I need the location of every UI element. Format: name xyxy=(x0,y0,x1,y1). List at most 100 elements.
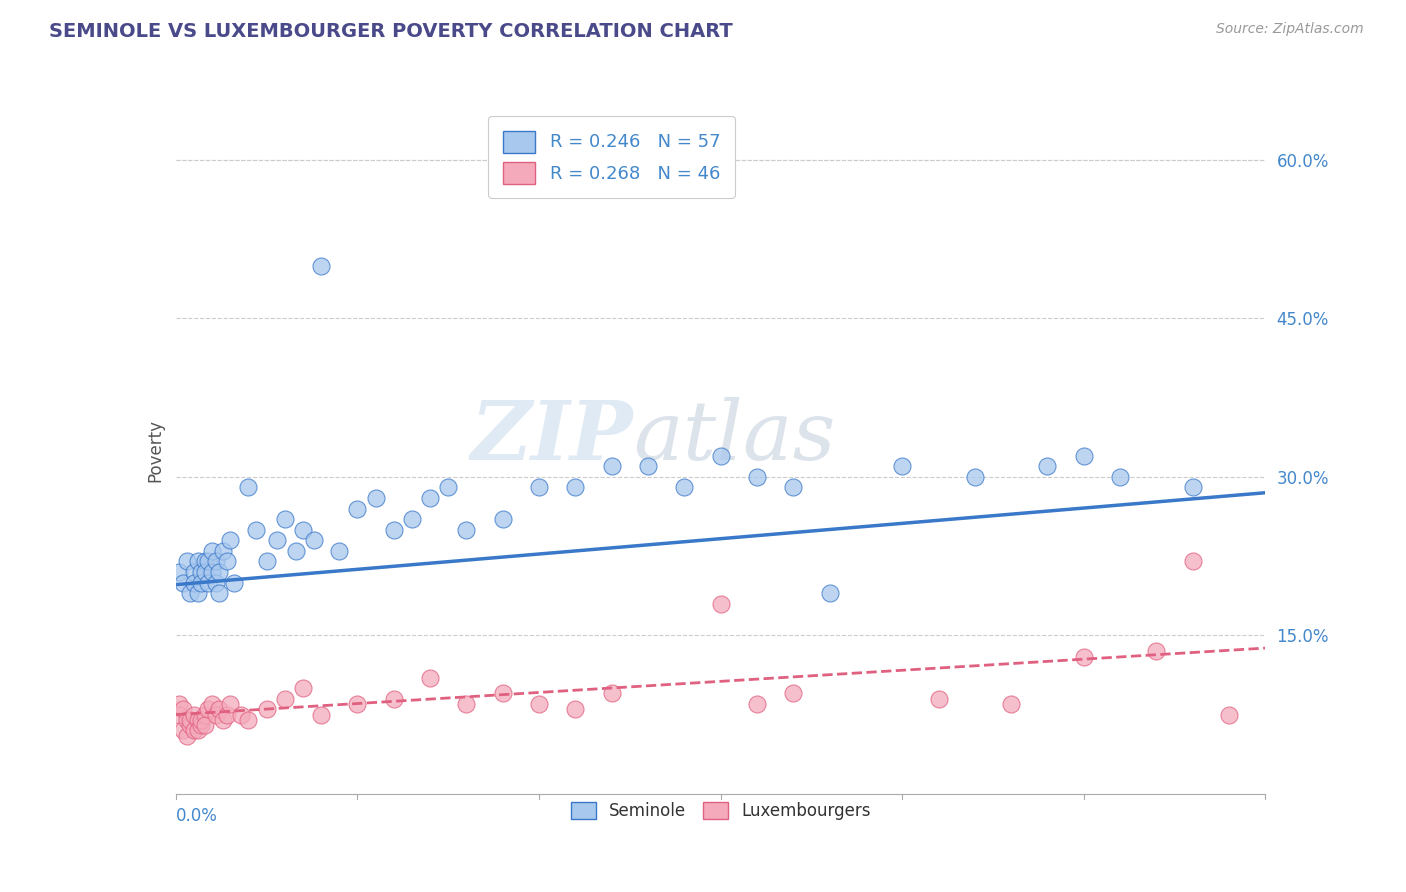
Point xyxy=(194,565,217,579)
Point xyxy=(419,491,441,505)
Text: ZIP: ZIP xyxy=(471,397,633,476)
Point xyxy=(1073,449,1095,463)
Point xyxy=(197,702,219,716)
Point xyxy=(745,470,768,484)
Point xyxy=(492,686,515,700)
Point xyxy=(291,681,314,696)
Point xyxy=(419,671,441,685)
Point xyxy=(1073,649,1095,664)
Point xyxy=(190,575,212,590)
Point xyxy=(238,480,260,494)
Point xyxy=(673,480,696,494)
Text: atlas: atlas xyxy=(633,397,835,476)
Point xyxy=(456,523,478,537)
Point xyxy=(204,575,226,590)
Point xyxy=(1181,480,1204,494)
Point xyxy=(186,554,209,568)
Point xyxy=(266,533,288,548)
Point xyxy=(169,707,191,722)
Point xyxy=(190,565,212,579)
Point xyxy=(194,554,217,568)
Point xyxy=(183,707,205,722)
Point xyxy=(201,697,224,711)
Point xyxy=(204,554,226,568)
Point xyxy=(215,707,238,722)
Point xyxy=(186,586,209,600)
Text: SEMINOLE VS LUXEMBOURGER POVERTY CORRELATION CHART: SEMINOLE VS LUXEMBOURGER POVERTY CORRELA… xyxy=(49,22,733,41)
Y-axis label: Poverty: Poverty xyxy=(146,419,165,482)
Point xyxy=(186,713,209,727)
Point xyxy=(172,723,194,738)
Point xyxy=(215,554,238,568)
Point xyxy=(328,544,350,558)
Point xyxy=(245,523,267,537)
Point xyxy=(212,713,235,727)
Point xyxy=(346,501,368,516)
Point xyxy=(818,586,841,600)
Text: Source: ZipAtlas.com: Source: ZipAtlas.com xyxy=(1216,22,1364,37)
Point xyxy=(782,480,804,494)
Point xyxy=(219,533,242,548)
Point xyxy=(238,713,260,727)
Point xyxy=(179,718,201,732)
Point xyxy=(176,729,198,743)
Point xyxy=(309,259,332,273)
Point xyxy=(274,691,297,706)
Point xyxy=(231,707,253,722)
Point xyxy=(302,533,325,548)
Point xyxy=(256,702,278,716)
Point xyxy=(197,554,219,568)
Point xyxy=(172,702,194,716)
Point xyxy=(176,713,198,727)
Point xyxy=(179,586,201,600)
Point xyxy=(201,565,224,579)
Point xyxy=(382,691,405,706)
Point xyxy=(274,512,297,526)
Point xyxy=(382,523,405,537)
Point xyxy=(1000,697,1022,711)
Point xyxy=(401,512,423,526)
Point xyxy=(527,697,550,711)
Point xyxy=(169,697,191,711)
Point xyxy=(219,697,242,711)
Point xyxy=(208,565,231,579)
Point xyxy=(183,565,205,579)
Point xyxy=(437,480,460,494)
Point xyxy=(637,459,659,474)
Point xyxy=(1109,470,1132,484)
Point xyxy=(891,459,914,474)
Point xyxy=(1146,644,1168,658)
Text: 0.0%: 0.0% xyxy=(176,807,218,825)
Point xyxy=(963,470,986,484)
Point xyxy=(1218,707,1240,722)
Point xyxy=(194,707,217,722)
Point xyxy=(745,697,768,711)
Point xyxy=(346,697,368,711)
Point xyxy=(183,575,205,590)
Legend: Seminole, Luxembourgers: Seminole, Luxembourgers xyxy=(564,796,877,827)
Point xyxy=(169,565,191,579)
Point xyxy=(564,702,586,716)
Point xyxy=(492,512,515,526)
Point xyxy=(364,491,387,505)
Point xyxy=(212,544,235,558)
Point xyxy=(208,586,231,600)
Point xyxy=(183,723,205,738)
Point xyxy=(527,480,550,494)
Point xyxy=(172,575,194,590)
Point xyxy=(456,697,478,711)
Point xyxy=(782,686,804,700)
Point xyxy=(176,554,198,568)
Point xyxy=(204,707,226,722)
Point xyxy=(179,713,201,727)
Point xyxy=(309,707,332,722)
Point xyxy=(291,523,314,537)
Point xyxy=(186,723,209,738)
Point xyxy=(710,449,733,463)
Point xyxy=(928,691,950,706)
Point xyxy=(208,702,231,716)
Point xyxy=(600,686,623,700)
Point xyxy=(710,597,733,611)
Point xyxy=(194,718,217,732)
Point xyxy=(564,480,586,494)
